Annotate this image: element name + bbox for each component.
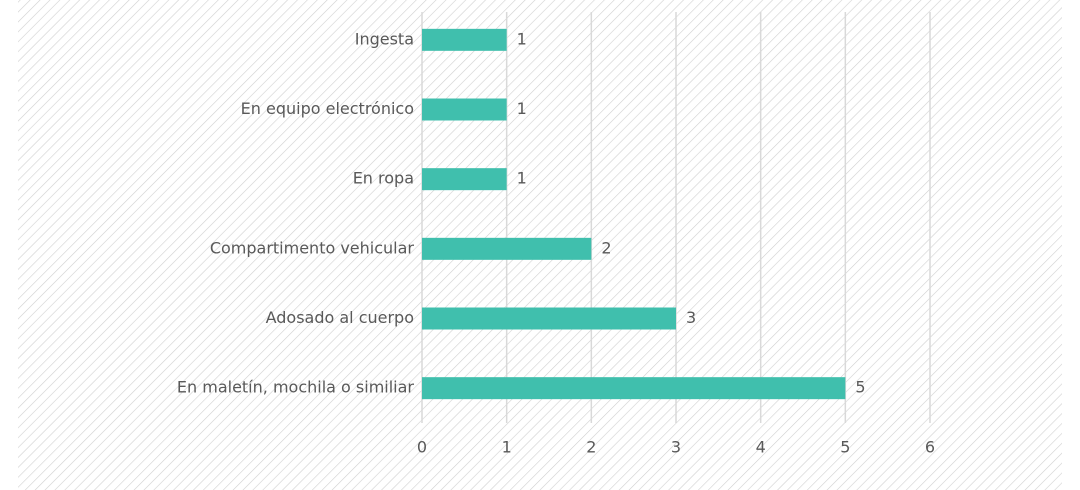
bar (422, 307, 676, 330)
data-label: 5 (855, 378, 865, 397)
bar (422, 98, 507, 121)
data-label: 1 (517, 169, 527, 188)
y-tick-label: En ropa (353, 169, 414, 188)
x-tick-label: 5 (840, 438, 850, 457)
bar (422, 377, 846, 400)
y-tick-label: Adosado al cuerpo (266, 308, 414, 327)
bar (422, 28, 507, 51)
y-tick-label: En maletín, mochila o similiar (177, 378, 415, 397)
data-label: 2 (601, 238, 611, 257)
bar (422, 237, 592, 260)
x-tick-label: 3 (671, 438, 681, 457)
x-tick-label: 1 (502, 438, 512, 457)
x-tick-label: 4 (756, 438, 766, 457)
data-label: 1 (517, 29, 527, 48)
data-label: 1 (517, 99, 527, 118)
x-tick-label: 6 (925, 438, 935, 457)
data-label: 3 (686, 308, 696, 327)
y-tick-label: Ingesta (355, 29, 414, 48)
y-tick-label: En equipo electrónico (241, 99, 414, 118)
x-tick-label: 2 (586, 438, 596, 457)
x-tick-label: 0 (417, 438, 427, 457)
y-tick-label: Compartimento vehicular (210, 238, 415, 257)
bar (422, 168, 507, 191)
